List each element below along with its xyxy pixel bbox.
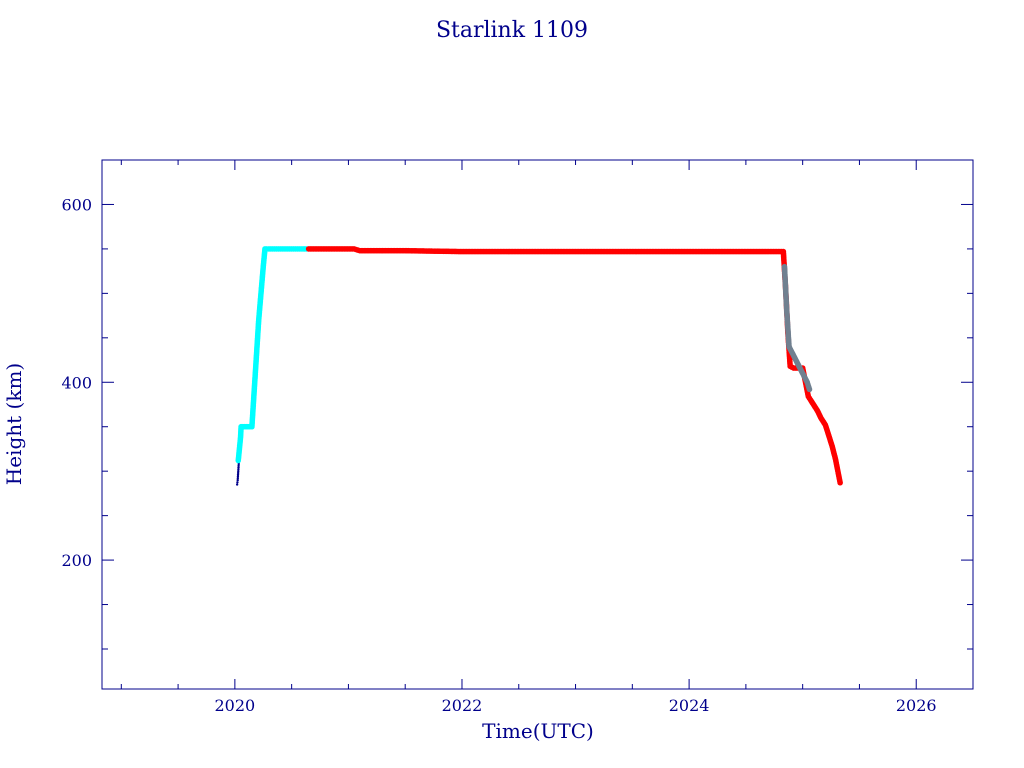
data-point [236, 478, 239, 482]
x-axis-label: Time(UTC) [482, 719, 594, 743]
series-0 [235, 461, 241, 486]
series-2 [305, 246, 843, 486]
data-point [235, 483, 239, 486]
x-tick-label: 2022 [442, 696, 483, 715]
x-tick-label: 2020 [215, 696, 256, 715]
axis-tick-labels: 2020 2022 2024 2026 200 400 600 [61, 195, 936, 715]
axis-ticks [102, 159, 974, 689]
data-point [806, 386, 813, 393]
y-tick-label: 600 [61, 195, 92, 214]
data-point [236, 477, 240, 480]
series-1 [235, 246, 310, 464]
y-tick-label: 400 [61, 373, 92, 392]
plot-area [101, 159, 974, 690]
data-point [237, 469, 240, 473]
chart-title: Starlink 1109 [436, 18, 588, 43]
data-point [236, 473, 240, 476]
plot-frame [101, 159, 974, 690]
y-axis-label: Height (km) [2, 363, 26, 485]
y-tick-label: 200 [61, 551, 92, 570]
data-point [237, 464, 240, 468]
series-3 [781, 263, 813, 393]
x-tick-label: 2024 [669, 696, 710, 715]
data-point [236, 475, 240, 478]
data-point [837, 479, 843, 486]
data-point [237, 466, 240, 469]
data-point [236, 481, 239, 484]
data-point [237, 462, 240, 466]
data-point [237, 468, 240, 471]
x-tick-label: 2026 [896, 696, 937, 715]
data-point [236, 471, 240, 475]
data-points [235, 246, 843, 486]
